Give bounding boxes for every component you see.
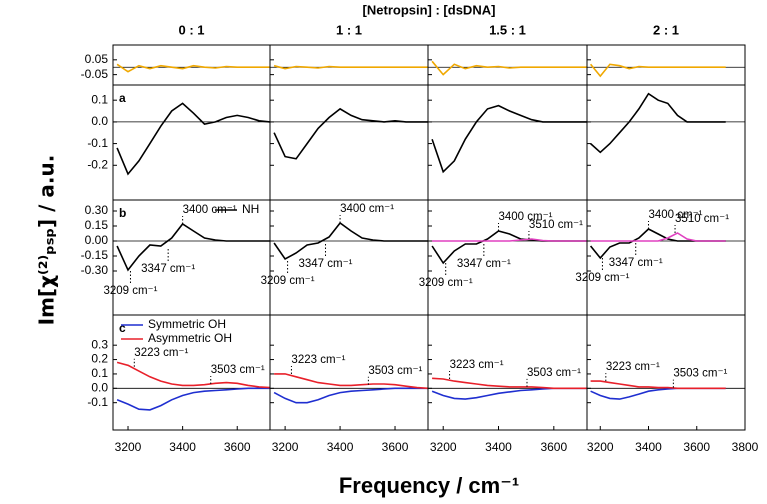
y-tick-label: 0.30 xyxy=(85,203,109,217)
annotation: 3209 cm⁻¹ xyxy=(575,272,629,284)
series-line xyxy=(431,387,587,400)
y-tick-label: 0.00 xyxy=(85,233,109,247)
series-line xyxy=(274,373,429,390)
x-axis-label: Frequency / cm⁻¹ xyxy=(339,473,519,498)
panel-frame xyxy=(269,44,429,86)
y-tick-label: 0.05 xyxy=(85,52,109,66)
y-tick-label: 0.0 xyxy=(91,380,108,394)
series-line xyxy=(116,361,271,389)
series-line xyxy=(116,222,270,272)
legend-label: Asymmetric OH xyxy=(148,331,232,345)
column-title: 2 : 1 xyxy=(653,22,679,37)
panel-frame xyxy=(269,84,429,201)
panel-frame xyxy=(427,44,588,86)
y-tick-label: 0.0 xyxy=(91,114,108,128)
annotation: 3347 cm⁻¹ xyxy=(457,258,511,270)
annotation: 3503 cm⁻¹ xyxy=(211,364,265,376)
column-title: 1.5 : 1 xyxy=(489,22,526,37)
x-tick-label: 3400 xyxy=(327,440,354,454)
x-tick-label: 3400 xyxy=(169,440,196,454)
panel-frame xyxy=(427,84,588,201)
x-tick-label: 3600 xyxy=(224,440,251,454)
annotation: 3503 cm⁻¹ xyxy=(368,365,422,377)
x-tick-label: 3200 xyxy=(587,440,614,454)
series-line xyxy=(273,387,428,404)
annotation: 3347 cm⁻¹ xyxy=(298,258,352,270)
annotation: 3400 cm⁻¹ xyxy=(499,211,553,223)
column-title: 1 : 1 xyxy=(336,22,362,37)
annotation: 3400 cm⁻¹ xyxy=(183,204,237,216)
annotation: 3503 cm⁻¹ xyxy=(527,367,581,379)
series-line xyxy=(431,104,587,174)
series-line xyxy=(431,60,587,76)
panel-frame xyxy=(112,84,271,201)
annotation: 3209 cm⁻¹ xyxy=(419,277,473,289)
x-tick-label: 3200 xyxy=(272,440,299,454)
y-tick-label: -0.05 xyxy=(81,67,109,81)
series-line xyxy=(590,387,726,400)
annotation: 3209 cm⁻¹ xyxy=(103,285,157,297)
annotation: 3400 cm⁻¹ xyxy=(649,209,703,221)
annotation: 3223 cm⁻¹ xyxy=(291,354,345,366)
y-tick-label: -0.30 xyxy=(81,263,109,277)
series-line xyxy=(589,63,726,78)
series-line xyxy=(590,232,726,242)
series-line xyxy=(590,92,726,154)
panel-label: b xyxy=(119,206,126,220)
y-tick-label: 0.2 xyxy=(91,352,108,366)
annotation: 3223 cm⁻¹ xyxy=(606,361,660,373)
series-line xyxy=(273,221,428,261)
chart-title: [Netropsin] : [dsDNA] xyxy=(363,2,496,17)
x-tick-label: 3400 xyxy=(635,440,662,454)
x-tick-label: 3600 xyxy=(540,440,567,454)
annotation: 3510 cm⁻¹ xyxy=(529,219,583,231)
series-line xyxy=(273,107,428,160)
y-tick-label: -0.2 xyxy=(87,157,108,171)
y-tick-label: -0.15 xyxy=(81,248,109,262)
y-tick-label: 0.1 xyxy=(91,366,108,380)
annotation: 3503 cm⁻¹ xyxy=(673,368,727,380)
x-tick-label: 3600 xyxy=(382,440,409,454)
annotation: 3510 cm⁻¹ xyxy=(675,213,729,225)
x-tick-label: 3400 xyxy=(485,440,512,454)
x-tick-label: 3200 xyxy=(115,440,142,454)
annotation: 3209 cm⁻¹ xyxy=(261,275,315,287)
panel-label: c xyxy=(119,321,126,335)
x-tick-label: 3800 xyxy=(732,440,759,454)
annotation: 3347 cm⁻¹ xyxy=(609,257,663,269)
annotation: 3223 cm⁻¹ xyxy=(134,347,188,359)
annotation: 3400 cm⁻¹ xyxy=(340,203,394,215)
legend-label: Symmetric OH xyxy=(148,317,226,331)
series-line xyxy=(116,102,271,176)
series-line xyxy=(589,228,726,260)
series-line xyxy=(432,238,587,242)
column-title: 0 : 1 xyxy=(178,22,204,37)
y-tick-label: 0.15 xyxy=(85,218,109,232)
y-tick-label: 0.1 xyxy=(91,92,108,106)
panel-label: a xyxy=(119,91,126,105)
series-line xyxy=(590,380,726,390)
y-tick-label: 0.3 xyxy=(91,337,108,351)
series-line xyxy=(116,387,270,411)
legend-label: NH xyxy=(242,202,259,216)
x-tick-label: 3600 xyxy=(683,440,710,454)
y-axis-label: Im[χ⁽²⁾ₚₛₚ] / a.u. xyxy=(35,155,59,326)
panel-frame xyxy=(112,44,271,86)
y-tick-label: -0.1 xyxy=(87,136,108,150)
panel-frame xyxy=(112,199,271,316)
series-line xyxy=(273,64,428,70)
x-tick-label: 3200 xyxy=(430,440,457,454)
panel-frame xyxy=(586,314,746,431)
annotation: 3223 cm⁻¹ xyxy=(450,359,504,371)
y-tick-label: -0.1 xyxy=(87,395,108,409)
series-line xyxy=(432,377,587,390)
series-line xyxy=(116,63,270,73)
annotation: 3347 cm⁻¹ xyxy=(141,263,195,275)
